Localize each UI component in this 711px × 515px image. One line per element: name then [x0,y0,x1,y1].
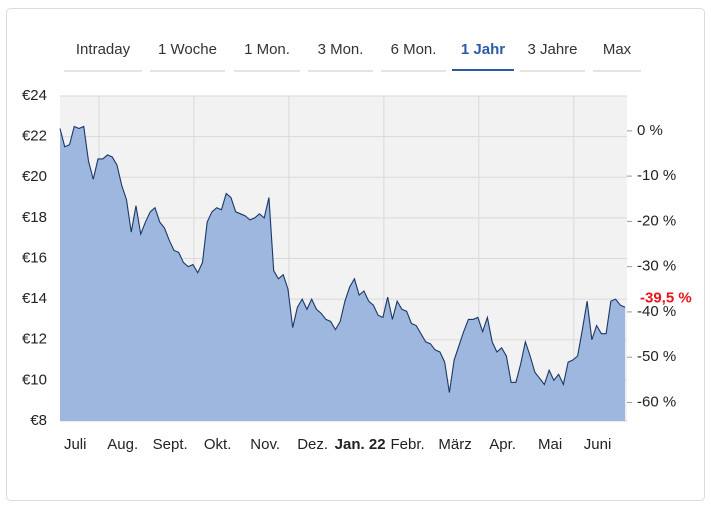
y-tick-label: €20 [22,168,47,185]
x-tick-label: Mai [538,436,562,453]
x-tick-label: Juli [64,436,87,453]
y-tick-label: €22 [22,128,47,145]
x-tick-label: Febr. [391,436,425,453]
y-tick-label: €12 [22,331,47,348]
y-tick-label: €8 [30,412,47,429]
tab-label[interactable]: 1 Woche [158,41,217,58]
y-tick-label: €16 [22,249,47,266]
y-tick-label: €14 [22,290,47,307]
x-tick-label: Juni [584,436,612,453]
tab-label[interactable]: 1 Mon. [244,41,290,58]
tab-label[interactable]: 3 Mon. [318,41,364,58]
x-tick-label: Aug. [107,436,138,453]
x-tick-label: Okt. [204,436,232,453]
y2-tick-label: -60 % [637,393,676,410]
x-tick-label: Sept. [153,436,188,453]
y2-tick-label: -30 % [637,258,676,275]
tab-label[interactable]: Intraday [76,41,131,58]
y-tick-label: €10 [22,371,47,388]
tab-label[interactable]: 6 Mon. [391,41,437,58]
x-tick-label: März [438,436,471,453]
tab-label[interactable]: Max [603,41,632,58]
y2-tick-label: -10 % [637,167,676,184]
y2-tick-label: -20 % [637,212,676,229]
x-tick-label: Dez. [297,436,328,453]
x-tick-label: Nov. [250,436,280,453]
y-tick-label: €18 [22,209,47,226]
y2-tick-label: -50 % [637,348,676,365]
x-tick-label: Apr. [489,436,516,453]
area [60,126,626,421]
tab-label[interactable]: 3 Jahre [527,41,577,58]
x-tick-label: Jan. 22 [335,436,386,453]
tab-label[interactable]: 1 Jahr [461,41,505,58]
y2-tick-label: 0 % [637,122,663,139]
y2-tick-label: -40 % [637,303,676,320]
price-line [59,125,626,393]
current-change-label: -39,5 % [640,290,692,307]
y-tick-label: €24 [22,87,47,104]
